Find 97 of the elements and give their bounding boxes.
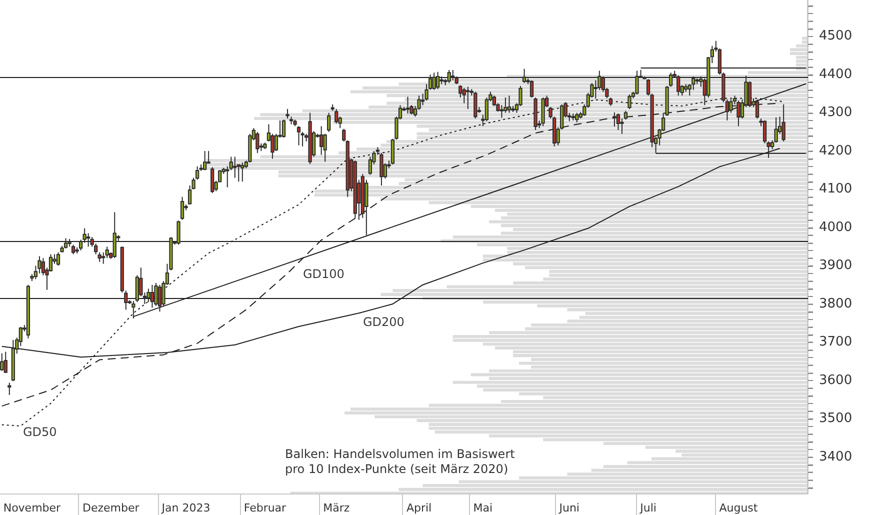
series-label: GD200	[363, 315, 404, 330]
candlestick	[522, 68, 526, 84]
candlestick	[530, 80, 534, 98]
candlestick	[180, 196, 184, 220]
candlestick	[64, 238, 68, 250]
bar	[428, 426, 808, 430]
y-tick-label: 4500	[819, 28, 852, 44]
candlestick	[507, 95, 512, 114]
candlestick	[432, 72, 436, 90]
bar	[482, 254, 808, 258]
candlestick	[132, 300, 136, 319]
bar	[344, 411, 808, 414]
candlestick	[334, 108, 338, 124]
candlestick	[755, 98, 760, 120]
y-tick-label: 3700	[819, 334, 852, 350]
y-tick-label: 3600	[819, 372, 852, 388]
bar	[452, 334, 808, 338]
x-tick-label: August	[719, 501, 758, 514]
x-tick-label: Jan 2023	[160, 501, 210, 514]
candlestick	[729, 98, 733, 114]
candlestick	[158, 284, 162, 312]
bar	[380, 292, 808, 296]
candlestick	[500, 104, 504, 118]
candlestick	[256, 131, 260, 154]
candlestick	[240, 162, 244, 182]
candlestick	[406, 96, 410, 114]
candlestick	[575, 112, 579, 123]
candlestick	[466, 86, 470, 110]
bar	[513, 354, 808, 358]
candlestick	[612, 112, 616, 128]
bar	[482, 258, 808, 262]
bar	[470, 373, 808, 376]
bar	[802, 36, 808, 40]
candlestick	[447, 69, 451, 84]
x-tick-label: Mai	[473, 501, 493, 514]
series-label: GD50	[23, 425, 57, 440]
bar	[278, 174, 808, 178]
candlestick	[616, 113, 620, 130]
candlestick	[635, 70, 639, 95]
y-tick-label: 4200	[819, 143, 852, 158]
candlestick	[210, 166, 214, 194]
candlestick	[762, 120, 767, 144]
bar	[796, 60, 808, 63]
candlestick	[176, 220, 180, 246]
candlestick	[98, 252, 102, 262]
candlestick	[782, 104, 786, 142]
y-tick-label: 4100	[819, 182, 852, 197]
x-tick-label: März	[323, 501, 350, 514]
candlestick	[112, 212, 116, 259]
candlestick	[8, 382, 12, 396]
candlestick	[296, 126, 301, 146]
y-tick-label: 4400	[819, 66, 852, 82]
x-tick-label: Juni	[558, 501, 580, 514]
candlestick	[628, 94, 632, 110]
y-tick-label: 4300	[819, 105, 852, 120]
candlestick	[676, 74, 680, 96]
y-tick-label: 3900	[819, 258, 852, 274]
annotation: pro 10 Index-Punkte (seit März 2020)	[285, 462, 508, 476]
candlestick	[474, 91, 478, 120]
x-tick-label: Februar	[244, 501, 287, 514]
candlestick	[327, 112, 331, 132]
annotation: Balken: Handelsvolumen im Basiswert	[285, 447, 516, 462]
series-label: GD100	[303, 267, 344, 282]
candlestick	[282, 119, 286, 138]
bar	[314, 193, 808, 197]
candlestick	[451, 69, 455, 81]
candlestick	[0, 352, 4, 372]
x-tick-label: Dezember	[82, 501, 140, 514]
bar	[488, 220, 808, 224]
bar	[790, 52, 808, 56]
candlestick	[146, 288, 150, 303]
candlestick	[86, 232, 90, 248]
candlestick	[766, 140, 770, 158]
bar	[314, 190, 808, 193]
candlestick	[56, 252, 60, 266]
candlestick	[150, 284, 154, 308]
candlestick	[620, 118, 624, 134]
y-tick-label: 3800	[819, 296, 852, 312]
y-tick-label: 4000	[819, 220, 852, 235]
x-tick-label: November	[3, 501, 62, 514]
bar	[452, 380, 808, 384]
y-tick-label: 3400	[819, 449, 852, 464]
bar	[452, 338, 808, 342]
bar	[519, 362, 808, 365]
x-tick-label: Juli	[639, 501, 656, 514]
candlestick	[364, 179, 368, 236]
candlestick	[436, 71, 440, 90]
bar	[796, 63, 808, 67]
candlestick	[390, 138, 395, 165]
candlestick	[286, 108, 290, 120]
candlestick	[233, 156, 237, 178]
bar	[790, 48, 808, 52]
y-tick-label: 3500	[819, 411, 852, 426]
candlestick	[4, 351, 8, 374]
candlestick	[320, 126, 324, 156]
x-tick-label: April	[406, 501, 432, 514]
candlestick	[203, 150, 207, 171]
